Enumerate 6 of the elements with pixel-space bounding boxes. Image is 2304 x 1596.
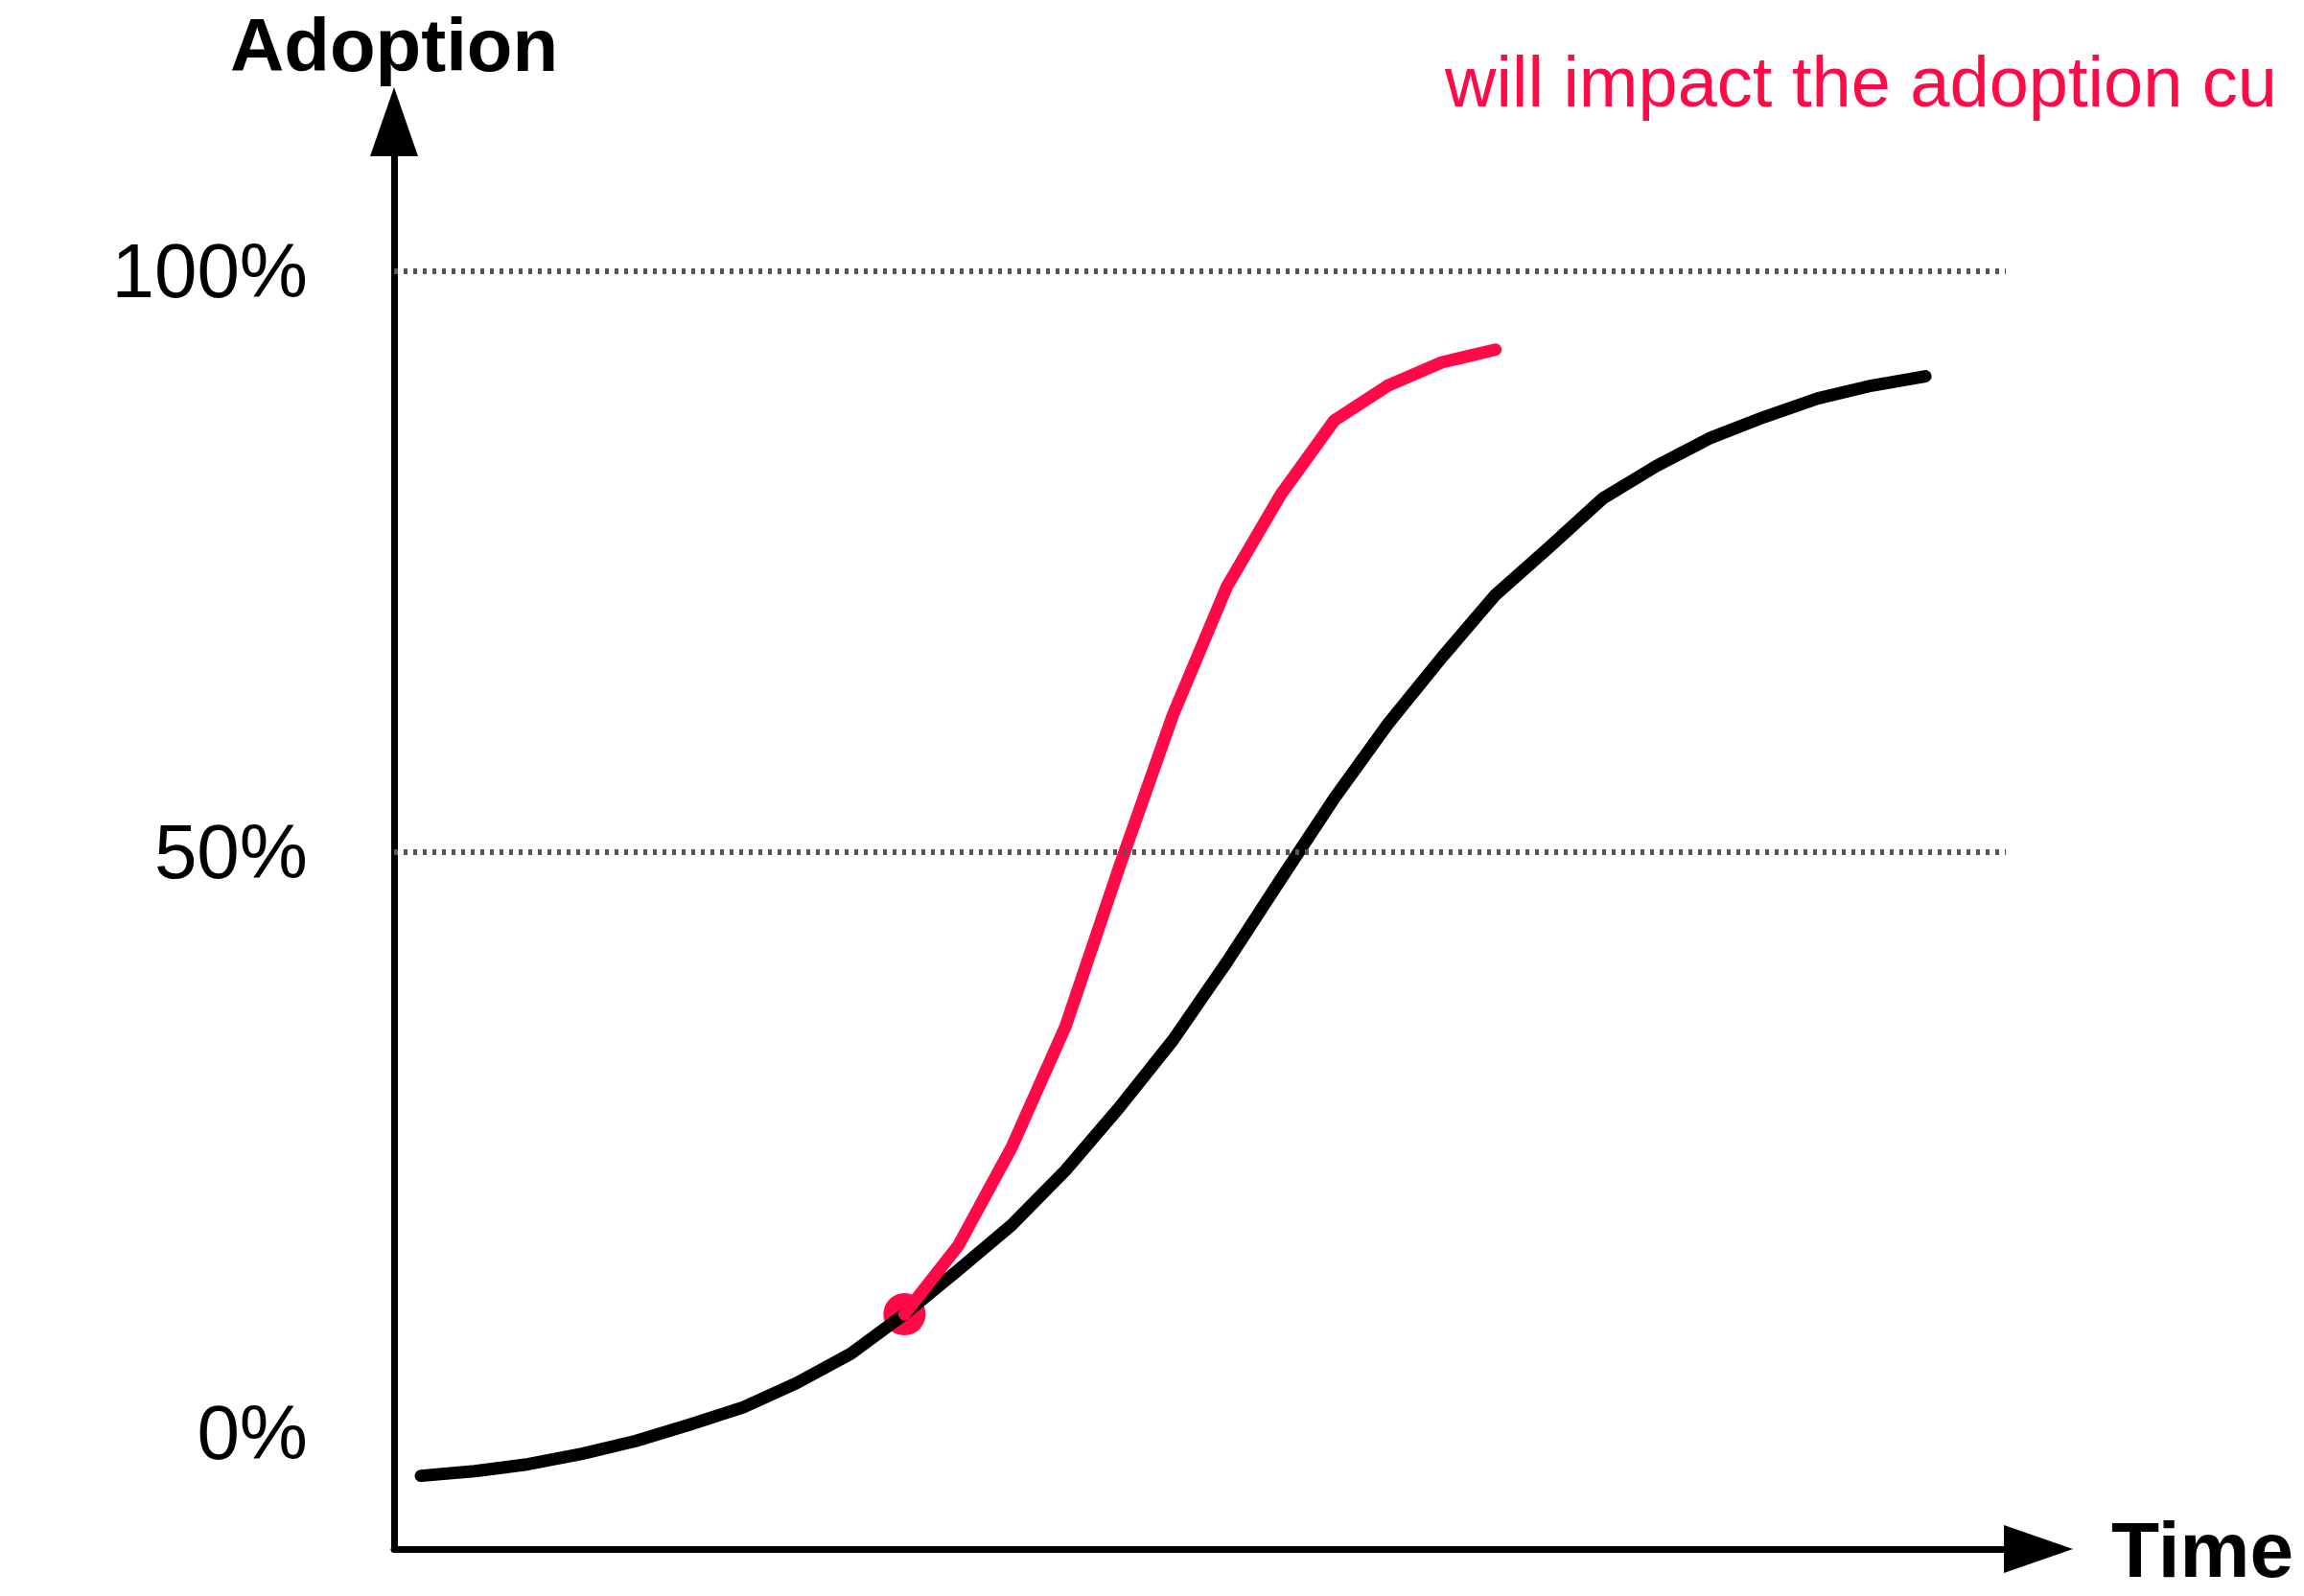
y-tick-label: 0% [197,1390,308,1476]
y-tick-label: 100% [111,227,308,313]
y-tick-label: 50% [153,809,308,894]
x-axis-title: Time [2111,1505,2293,1593]
y-axis-title: Adoption [229,3,559,87]
text: will impact the adoption cu [1444,41,2278,122]
